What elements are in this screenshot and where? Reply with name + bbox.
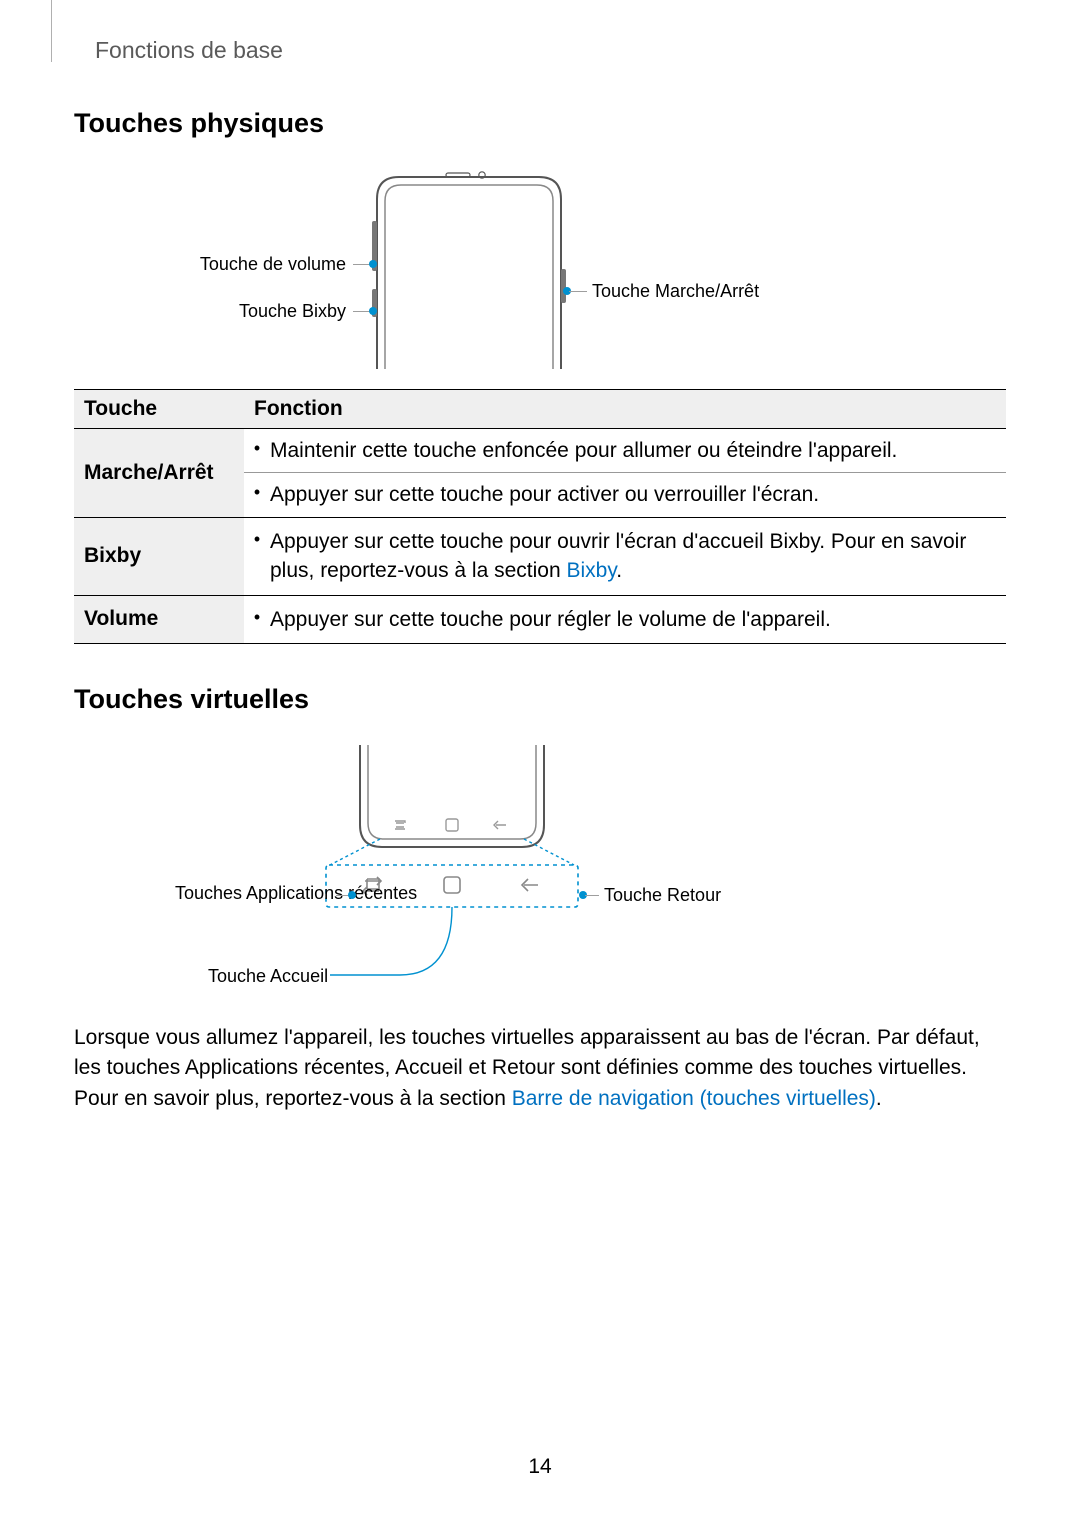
- table-row: Marche/Arrêt • Maintenir cette touche en…: [74, 429, 1006, 518]
- func-text: Maintenir cette touche enfoncée pour all…: [270, 436, 1006, 465]
- label-bixby-key: Touche Bixby: [239, 301, 346, 322]
- label-home-key: Touche Accueil: [208, 966, 328, 987]
- heading-virtual-keys: Touches virtuelles: [74, 684, 1006, 715]
- callout-dot: [348, 891, 356, 899]
- phone-top-illustration: [369, 169, 569, 369]
- key-functions-table: Touche Fonction Marche/Arrêt • Maintenir…: [74, 389, 1006, 644]
- callout-dot: [369, 307, 377, 315]
- label-volume-key: Touche de volume: [200, 254, 346, 275]
- label-power-key: Touche Marche/Arrêt: [592, 281, 759, 302]
- side-rule: [51, 0, 52, 62]
- page-header: Fonctions de base: [95, 37, 283, 64]
- func-text-bixby: Appuyer sur cette touche pour ouvrir l'é…: [270, 527, 1006, 586]
- diagram-physical-keys: Touche de volume Touche Bixby Touche Mar…: [74, 169, 1006, 379]
- col-header-key: Touche: [74, 390, 244, 429]
- virtual-keys-paragraph: Lorsque vous allumez l'appareil, les tou…: [74, 1023, 1006, 1114]
- callout-line: [585, 895, 599, 896]
- callout-line: [569, 291, 587, 292]
- table-header-row: Touche Fonction: [74, 390, 1006, 429]
- callout-dot: [369, 260, 377, 268]
- bullet-icon: •: [244, 480, 270, 504]
- func-text: Appuyer sur cette touche pour régler le …: [270, 605, 1006, 634]
- label-recents-key: Touches Applications récentes: [175, 883, 355, 905]
- table-row: Volume • Appuyer sur cette touche pour r…: [74, 595, 1006, 643]
- bullet-icon: •: [244, 527, 270, 551]
- link-nav-bar[interactable]: Barre de navigation (touches virtuelles): [512, 1087, 876, 1110]
- heading-physical-keys: Touches physiques: [74, 108, 1006, 139]
- diagram-virtual-keys: Touches Applications récentes Touche Acc…: [74, 745, 1006, 1005]
- col-header-function: Fonction: [244, 390, 1006, 429]
- bullet-icon: •: [244, 605, 270, 629]
- label-back-key: Touche Retour: [604, 885, 721, 906]
- text-post: .: [616, 559, 622, 582]
- para-post: .: [876, 1087, 882, 1110]
- table-row: Bixby • Appuyer sur cette touche pour ou…: [74, 517, 1006, 595]
- key-name-volume: Volume: [74, 595, 244, 643]
- phone-bottom-illustration: [260, 745, 820, 1005]
- link-bixby[interactable]: Bixby: [566, 559, 616, 582]
- bullet-icon: •: [244, 436, 270, 460]
- func-text: Appuyer sur cette touche pour activer ou…: [270, 480, 1006, 509]
- page-number: 14: [0, 1455, 1080, 1479]
- key-name-bixby: Bixby: [74, 517, 244, 595]
- key-name-power: Marche/Arrêt: [74, 429, 244, 518]
